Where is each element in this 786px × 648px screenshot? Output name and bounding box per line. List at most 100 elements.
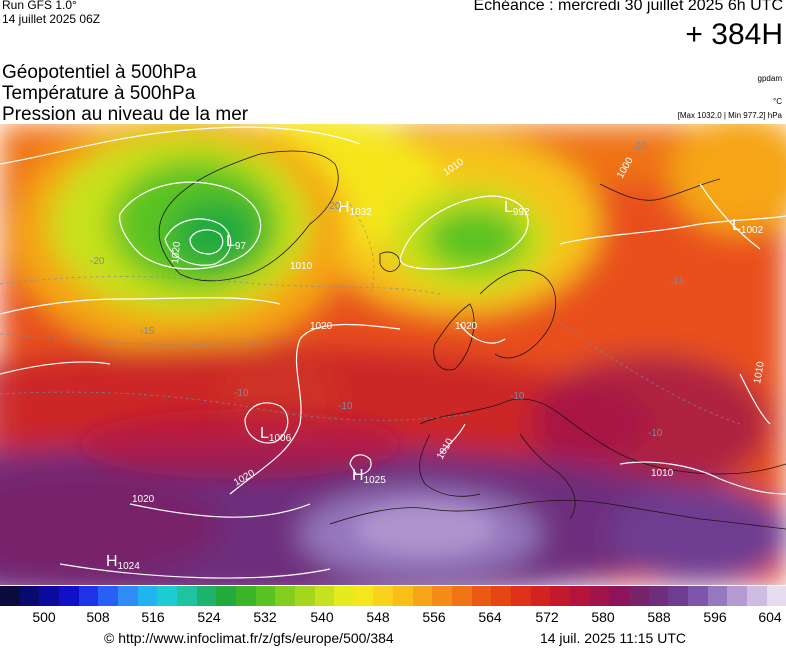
scale-tick-label: 524 [197, 609, 221, 625]
color-scale-swatch [570, 586, 590, 606]
color-scale-swatch [255, 586, 276, 606]
color-scale-swatch [58, 586, 79, 606]
scale-tick-label: 596 [703, 609, 727, 625]
temperature-label: -20 [632, 141, 647, 152]
source-tag: gpdam [757, 74, 782, 83]
color-scale-swatch [78, 586, 99, 606]
isotherms [0, 203, 741, 425]
color-scale-swatch [137, 586, 158, 606]
color-scale-swatch [687, 586, 708, 606]
svg-text:L1006: L1006 [260, 425, 292, 444]
color-scale-swatch [0, 586, 20, 606]
color-scale-swatch [353, 586, 374, 606]
scale-tick-label: 548 [366, 609, 390, 625]
color-scale-swatch [550, 586, 571, 606]
temperature-label: -10 [510, 391, 525, 402]
pressure-center-value: 992 [513, 207, 530, 218]
color-scale-swatch [452, 586, 472, 606]
pressure-center-value: 1002 [741, 225, 764, 236]
color-scale-swatch [216, 586, 236, 606]
footer-timestamp: 14 juil. 2025 11:15 UTC [539, 630, 686, 646]
color-scale-swatch [471, 586, 492, 606]
color-scale-swatch [727, 586, 747, 606]
run-date: 14 juillet 2025 06Z [2, 12, 101, 26]
color-scale-swatch [275, 586, 295, 606]
color-scale-swatch [746, 586, 767, 606]
color-scale-swatch [491, 586, 512, 606]
isobar-label: 1020 [310, 321, 333, 332]
forecast-lead-time: + 384H [685, 18, 783, 51]
pressure-center-value: 97 [235, 241, 247, 252]
color-scale-swatch [511, 586, 531, 606]
temperature-labels: -20 -20 -15 -10 -10 -20 -15 -10 -10 [90, 141, 685, 439]
color-scale-swatch [98, 586, 118, 606]
isobar-label: 1010 [752, 360, 767, 384]
pressure-center-type: L [260, 425, 269, 442]
temperature-label: -15 [670, 276, 685, 287]
title-temperature: Température à 500hPa [2, 83, 196, 104]
title-pressure: Pression au niveau de la mer [2, 104, 249, 125]
footer-source-link[interactable]: © http://www.infoclimat.fr/z/gfs/europe/… [104, 630, 394, 646]
scale-tick-label: 564 [478, 609, 502, 625]
pressure-center-value: 1024 [118, 561, 141, 572]
pressure-center-type: H [352, 467, 364, 484]
scale-tick-label: 500 [32, 609, 56, 625]
color-scale-swatch [373, 586, 394, 606]
pressure-center-value: 1032 [350, 207, 373, 218]
color-scale-swatch [294, 586, 315, 606]
pressure-range-tag: [Max 1032.0 | Min 977.2] hPa [677, 111, 782, 120]
color-scale-swatch [235, 586, 256, 606]
svg-text:L97: L97 [226, 233, 246, 252]
temperature-label: -10 [338, 401, 353, 412]
color-scale-swatch [707, 586, 728, 606]
color-scale-swatch [766, 586, 786, 606]
temperature-label: -15 [140, 326, 155, 337]
scale-tick-label: 580 [591, 609, 615, 625]
color-scale-swatch [19, 586, 40, 606]
svg-text:H1032: H1032 [338, 199, 372, 218]
isobar-label: 1020 [455, 321, 478, 332]
temperature-label: -20 [90, 256, 105, 267]
scale-tick-label: 588 [647, 609, 671, 625]
title-geopotential: Géopotentiel à 500hPa [2, 62, 197, 83]
temperature-label: -10 [234, 388, 249, 399]
color-scale-swatch [648, 586, 669, 606]
isobar-label: 1010 [651, 468, 674, 479]
color-scale-bar [0, 586, 786, 606]
isobars [0, 126, 786, 579]
color-scale-swatch [412, 586, 433, 606]
color-scale-swatch [334, 586, 354, 606]
pressure-centers: L97 H1032 L992 L1002 L1006 H1025 H1024 [106, 199, 764, 572]
color-scale-swatch [393, 586, 413, 606]
scale-tick-label: 516 [141, 609, 165, 625]
forecast-valid-time: Echéance : mercredi 30 juillet 2025 6h U… [473, 0, 784, 14]
scale-tick-label: 532 [253, 609, 277, 625]
isobar-label: 1010 [290, 261, 313, 272]
scale-tick-label: 572 [535, 609, 559, 625]
pressure-center-value: 1025 [364, 475, 387, 486]
svg-text:H1025: H1025 [352, 467, 386, 486]
scale-tick-label: 508 [86, 609, 110, 625]
color-scale-swatch [314, 586, 335, 606]
color-scale-swatch [432, 586, 453, 606]
pressure-center-type: H [338, 199, 350, 216]
svg-text:H1024: H1024 [106, 553, 140, 572]
color-scale-swatch [629, 586, 649, 606]
unit-tag: °C [773, 97, 782, 106]
temperature-label: -20 [326, 201, 341, 212]
color-scale-swatch [668, 586, 688, 606]
color-scale-swatch [117, 586, 138, 606]
pressure-center-value: 1006 [269, 433, 292, 444]
color-scale-swatch [157, 586, 177, 606]
pressure-center-type: L [226, 233, 235, 250]
pressure-center-type: L [504, 199, 513, 216]
color-scale-swatch [530, 586, 551, 606]
isobar-label: 1020 [170, 241, 183, 265]
color-scale-swatch [609, 586, 629, 606]
color-scale-swatch [39, 586, 59, 606]
svg-text:L992: L992 [504, 199, 530, 218]
scale-tick-label: 540 [310, 609, 334, 625]
color-scale-swatch [196, 586, 217, 606]
weather-map-svg: L97 H1032 L992 L1002 L1006 H1025 H1024 1… [0, 124, 786, 585]
color-scale-swatch [589, 586, 610, 606]
